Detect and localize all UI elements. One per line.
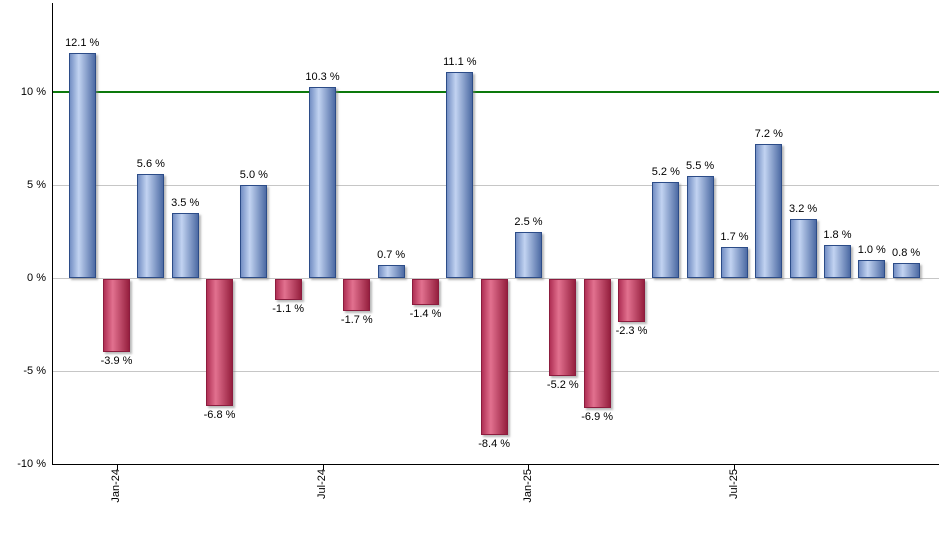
y-axis-tick-label: -5 % bbox=[23, 365, 46, 377]
gridline bbox=[53, 185, 939, 186]
negative-bar bbox=[103, 279, 131, 352]
bar-value-label: -5.2 % bbox=[546, 378, 579, 391]
positive-bar bbox=[446, 71, 474, 279]
positive-bar bbox=[309, 86, 336, 279]
bar-value-label: -1.7 % bbox=[340, 313, 373, 326]
positive-bar bbox=[858, 259, 886, 279]
bar-value-label: -3.9 % bbox=[100, 354, 133, 367]
bar-value-label: 3.2 % bbox=[789, 202, 818, 215]
positive-bar bbox=[171, 213, 199, 279]
y-axis-tick-label: 5 % bbox=[27, 179, 46, 191]
bar-value-label: 10.3 % bbox=[305, 70, 340, 83]
positive-bar bbox=[137, 174, 165, 279]
positive-bar bbox=[892, 263, 920, 279]
benchmark-line bbox=[53, 91, 939, 93]
positive-bar bbox=[720, 246, 748, 279]
bar-value-label: -8.4 % bbox=[478, 438, 511, 451]
y-axis-tick-label: -10 % bbox=[17, 458, 46, 470]
bar-value-label: 5.6 % bbox=[136, 158, 165, 171]
positive-bar bbox=[755, 144, 783, 279]
gridline bbox=[53, 278, 939, 279]
bar-value-label: -6.8 % bbox=[203, 408, 236, 421]
x-axis-tick-mark bbox=[117, 464, 118, 470]
bar-value-label: 3.5 % bbox=[171, 197, 200, 210]
x-axis-tick-mark bbox=[734, 464, 735, 470]
bar-value-label: -6.9 % bbox=[581, 410, 614, 423]
bar-value-label: 11.1 % bbox=[443, 55, 477, 68]
y-axis-tick-label: 0 % bbox=[27, 272, 46, 284]
positive-bar bbox=[823, 244, 851, 279]
y-axis-line bbox=[52, 3, 53, 465]
x-axis-tick-label: Jul-24 bbox=[316, 469, 328, 499]
x-axis-tick-label: Jan-25 bbox=[521, 469, 534, 503]
x-axis-tick-mark bbox=[528, 464, 529, 470]
positive-bar bbox=[240, 185, 268, 279]
bar-value-label: 12.1 % bbox=[65, 37, 100, 50]
bar-value-label: 1.8 % bbox=[823, 228, 852, 241]
positive-bar bbox=[377, 265, 405, 279]
x-axis-line bbox=[52, 464, 939, 465]
bar-value-label: -1.4 % bbox=[409, 308, 442, 321]
bar-value-label: -2.3 % bbox=[615, 325, 648, 338]
bar-value-label: 1.0 % bbox=[857, 243, 886, 256]
positive-bar bbox=[652, 181, 680, 279]
negative-bar bbox=[480, 279, 508, 436]
positive-bar bbox=[68, 53, 96, 279]
y-axis-tick-label: 10 % bbox=[20, 86, 46, 98]
bar-value-label: 2.5 % bbox=[514, 215, 543, 228]
x-axis-tick-mark bbox=[323, 464, 324, 470]
negative-bar bbox=[343, 279, 371, 311]
negative-bar bbox=[549, 279, 577, 376]
negative-bar bbox=[412, 279, 439, 306]
bar-value-label: 1.7 % bbox=[720, 230, 749, 243]
negative-bar bbox=[274, 279, 302, 300]
x-axis-tick-label: Jul-25 bbox=[727, 469, 740, 499]
bar-value-label: 5.2 % bbox=[651, 165, 680, 178]
x-axis-tick-label: Jan-24 bbox=[110, 469, 123, 503]
bar-value-label: -1.1 % bbox=[272, 302, 305, 315]
negative-bar bbox=[583, 279, 611, 408]
bar-value-label: 7.2 % bbox=[754, 128, 783, 141]
bar-value-label: 5.0 % bbox=[239, 169, 268, 182]
negative-bar bbox=[206, 279, 234, 406]
positive-bar bbox=[514, 231, 542, 279]
bar-value-label: 0.8 % bbox=[892, 247, 921, 260]
positive-bar bbox=[686, 176, 714, 279]
positive-bar bbox=[789, 218, 817, 279]
negative-bar bbox=[617, 279, 645, 323]
bar-value-label: 0.7 % bbox=[377, 249, 406, 262]
bar-value-label: 5.5 % bbox=[686, 160, 715, 173]
